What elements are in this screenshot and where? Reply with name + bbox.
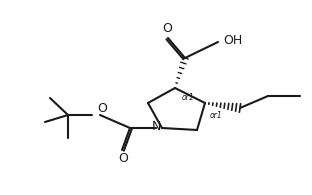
Text: or1: or1	[210, 111, 223, 120]
Text: O: O	[118, 152, 128, 166]
Text: N: N	[151, 121, 161, 134]
Text: OH: OH	[223, 34, 242, 46]
Text: or1: or1	[182, 93, 195, 103]
Text: O: O	[162, 22, 172, 35]
Text: O: O	[97, 102, 107, 114]
